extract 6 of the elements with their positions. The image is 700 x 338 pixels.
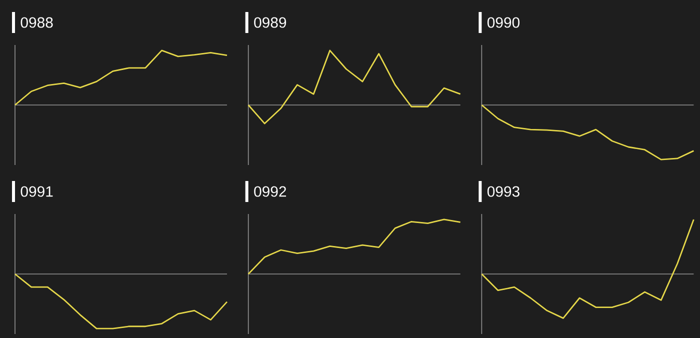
chart-title: 0988 [20, 17, 53, 28]
chart-title: 0991 [20, 186, 53, 197]
chart-title: 0990 [487, 17, 520, 28]
chart-title: 0992 [254, 186, 286, 197]
chart-title: 0989 [254, 17, 286, 28]
chart-title: 0993 [487, 186, 520, 197]
